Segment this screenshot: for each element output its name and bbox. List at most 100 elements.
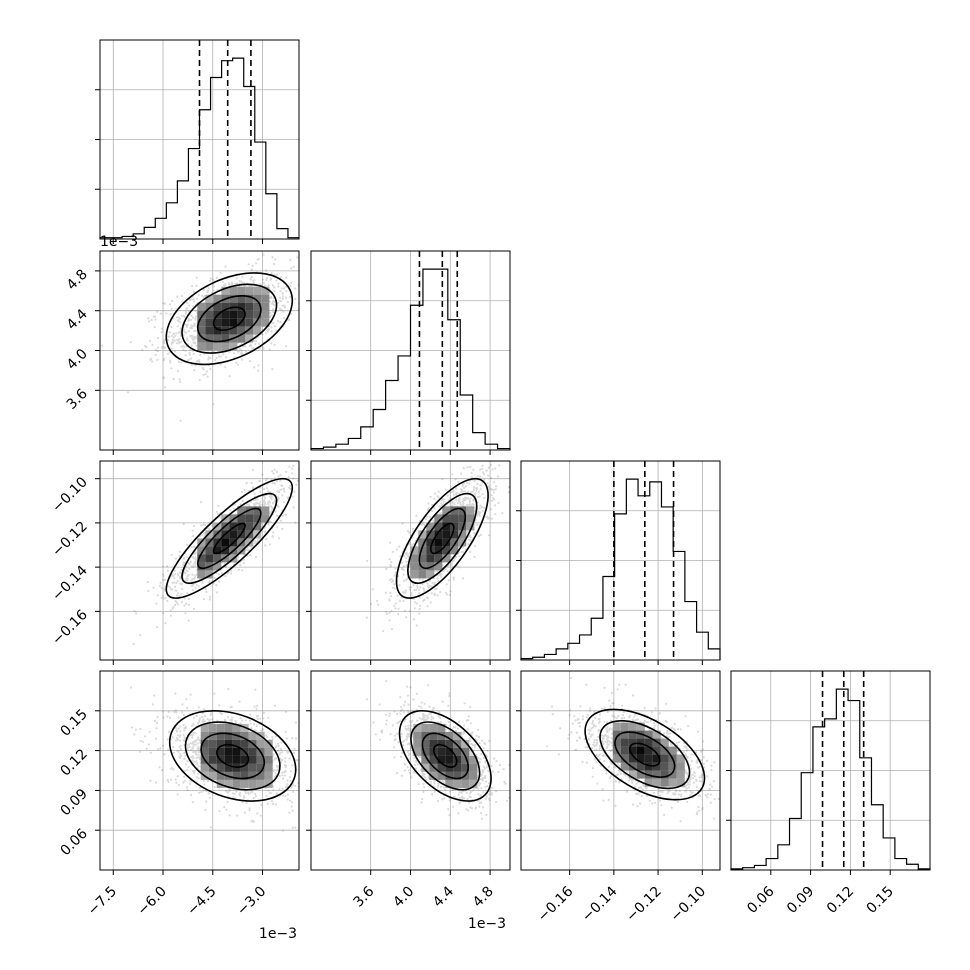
- scatter-point: [147, 589, 150, 593]
- scatter-point: [191, 755, 194, 758]
- scatter-point: [187, 765, 190, 769]
- scatter-point: [193, 325, 196, 328]
- scatter-point: [190, 724, 194, 727]
- scatter-point: [168, 716, 172, 720]
- density-cell: [253, 286, 262, 295]
- scatter-point: [208, 580, 211, 583]
- scatter-point: [209, 277, 212, 280]
- scatter-point: [251, 819, 254, 822]
- scatter-point: [216, 512, 219, 516]
- scatter-point: [135, 612, 138, 615]
- scatter-point: [194, 329, 197, 332]
- scatter-point: [264, 503, 267, 506]
- scatter-point: [192, 723, 195, 726]
- scatter-point: [434, 588, 437, 591]
- scatter-point: [177, 360, 180, 364]
- scatter-point: [224, 283, 227, 286]
- scatter-point: [293, 490, 296, 493]
- scatter-point: [241, 500, 244, 503]
- scatter-point: [183, 737, 187, 740]
- scatter-point: [178, 555, 181, 558]
- scatter-point: [191, 584, 195, 587]
- scatter-point: [401, 591, 405, 594]
- scatter-point: [207, 356, 210, 359]
- scatter-point: [486, 481, 489, 485]
- scatter-point: [284, 276, 288, 279]
- scatter-point: [254, 792, 257, 796]
- scatter-point: [240, 352, 243, 355]
- scatter-point: [280, 484, 283, 487]
- scatter-point: [275, 279, 278, 282]
- scatter-point: [160, 596, 163, 599]
- scatter-point: [470, 476, 473, 479]
- scatter-point: [238, 794, 242, 797]
- scatter-point: [176, 325, 179, 328]
- scatter-point: [444, 488, 447, 491]
- scatter-point: [409, 543, 412, 546]
- scatter-point: [272, 531, 275, 534]
- scatter-point: [431, 581, 434, 584]
- scatter-point: [172, 378, 175, 381]
- scatter-point: [212, 403, 215, 406]
- scatter-point: [394, 607, 397, 610]
- scatter-point: [168, 586, 171, 589]
- marginal-panel-3: [726, 670, 931, 875]
- scatter-point: [138, 750, 141, 753]
- scatter-point: [253, 705, 256, 708]
- scatter-point: [404, 552, 407, 556]
- scatter-point: [238, 280, 241, 283]
- scatter-point: [279, 296, 282, 299]
- panel-frame: [99, 39, 300, 240]
- scatter-point: [415, 624, 418, 627]
- scatter-point: [491, 468, 494, 471]
- scatter-point: [189, 742, 192, 745]
- scatter-point: [190, 336, 194, 339]
- scatter-point: [219, 711, 222, 714]
- density-cell: [197, 326, 206, 335]
- density-cell: [245, 286, 254, 295]
- scatter-point: [446, 570, 449, 573]
- scatter-point: [369, 602, 373, 606]
- scatter-point: [264, 544, 267, 547]
- scatter-point: [230, 569, 233, 572]
- scatter-point: [194, 740, 197, 744]
- scatter-point: [489, 463, 492, 467]
- scatter-point: [282, 777, 285, 780]
- scatter-point: [163, 357, 166, 361]
- scatter-point: [177, 370, 180, 373]
- scatter-point: [272, 788, 275, 791]
- scatter-point: [162, 359, 165, 362]
- scatter-point: [176, 338, 179, 341]
- scatter-point: [413, 601, 416, 604]
- scatter-point: [259, 490, 262, 494]
- scatter-point: [473, 532, 476, 535]
- density-cell: [213, 294, 222, 303]
- scatter-point: [192, 731, 195, 734]
- density-cell: [253, 318, 262, 327]
- scatter-point: [408, 610, 411, 613]
- scatter-point: [467, 490, 470, 493]
- scatter-point: [273, 482, 276, 485]
- scatter-point: [495, 485, 498, 488]
- scatter-point: [175, 332, 178, 335]
- scatter-point: [188, 563, 191, 566]
- scatter-point: [423, 590, 426, 593]
- scatter-point: [187, 330, 190, 333]
- scatter-point: [264, 284, 267, 287]
- scatter-point: [306, 489, 308, 491]
- scatter-point: [229, 508, 232, 512]
- scatter-point: [271, 368, 274, 371]
- scatter-point: [469, 539, 472, 542]
- scatter-point: [415, 588, 418, 592]
- scatter-point: [478, 514, 481, 517]
- scatter-point: [273, 262, 276, 266]
- scatter-point: [185, 307, 188, 310]
- scatter-point: [162, 345, 165, 348]
- contour-level-2: [181, 492, 278, 584]
- density-cell: [442, 522, 451, 531]
- scatter-point: [401, 567, 404, 570]
- scatter-point: [294, 454, 296, 456]
- scatter-point: [451, 560, 454, 563]
- scatter-point: [222, 353, 225, 356]
- scatter-point: [259, 814, 262, 817]
